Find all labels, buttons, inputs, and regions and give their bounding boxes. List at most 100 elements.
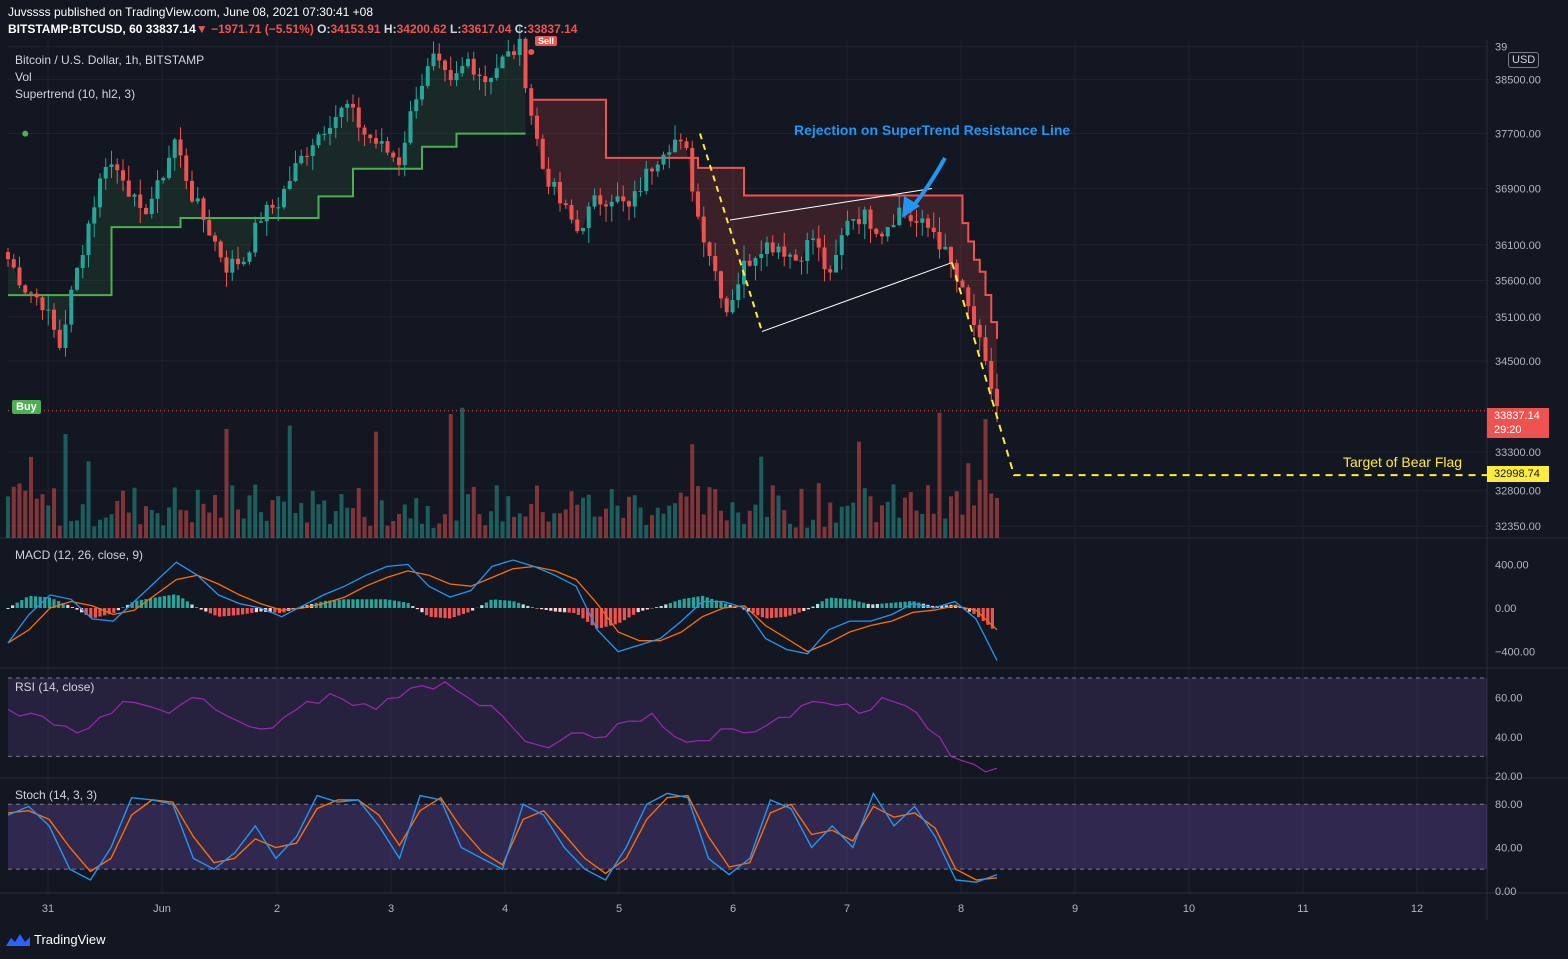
target-price-tag: 32998.74 [1487,466,1549,482]
candle-body [437,53,442,61]
macd-histogram-bar [843,598,847,608]
supertrend-legend[interactable]: Supertrend (10, hl2, 3) [15,87,136,101]
volume-bar [724,520,729,538]
candle-body [805,240,810,261]
stoch-d-line [7,794,998,881]
macd-histogram-bar [80,608,84,613]
volume-bar [259,512,263,538]
macd-histogram-bar [6,608,10,609]
volume-bar [638,507,643,538]
volume-bar [983,419,988,538]
tradingview-brand[interactable]: TradingView [6,932,106,947]
macd-histogram-bar [627,608,631,618]
macd-histogram-bar [259,608,263,612]
macd-histogram-bar [11,605,15,608]
volume-bar [604,508,608,538]
volume-bar [460,407,465,538]
candle-body [63,324,68,348]
candle-body [592,195,597,207]
stoch-tick-label: 40.00 [1495,843,1523,855]
macd-histogram-bar [774,608,778,618]
main-legend[interactable]: Bitcoin / U.S. Dollar, 1h, BITSTAMP [15,53,205,67]
low-label: L: [450,22,462,36]
rsi-legend[interactable]: RSI (14, close) [15,680,95,694]
volume-bar [885,501,890,538]
supertrend-up-fill [8,38,526,348]
candle-body [563,203,568,206]
macd-histogram-bar [461,608,465,614]
flag-upper-line [729,188,933,221]
macd-histogram-bar [199,608,203,610]
macd-histogram-bar [218,608,222,617]
volume-legend[interactable]: Vol [15,70,32,84]
close-value: 33837.14 [527,22,578,36]
volume-bar [109,514,114,538]
macd-histogram-bar [857,601,861,608]
candle-body [793,254,798,261]
supertrend-down-fill [531,99,997,407]
time-tick-label: 2 [274,903,280,915]
candle-body [431,53,436,67]
macd-histogram-bar [963,608,967,610]
candle-body [937,232,942,250]
macd-histogram-bar [126,604,130,608]
candle-body [195,198,200,202]
candle-body [218,241,223,258]
volume-bar [155,513,160,538]
macd-histogram-bar [231,608,235,616]
candle-body [466,58,470,67]
macd-histogram-bar [273,608,277,613]
macd-histogram-bar [724,603,728,608]
volume-bar [264,520,269,538]
macd-histogram-bar [411,606,415,608]
volume-bar [839,506,844,538]
candle-body [29,292,33,294]
candle-body [770,242,775,253]
macd-histogram-bar [135,600,139,608]
candle-body [178,139,183,156]
volume-bar [138,524,143,538]
volume-bar [500,521,505,538]
macd-histogram-bar [710,598,714,608]
volume-bar [851,502,856,538]
macd-histogram-bar [636,608,640,613]
macd-histogram-bar [66,604,70,608]
candle-body [834,254,838,273]
volume-bar [126,512,131,538]
stoch-legend[interactable]: Stoch (14, 3, 3) [15,788,98,802]
price-tick-label: 36100.00 [1495,240,1541,252]
macd-histogram-bar [457,608,461,616]
volume-bar [339,494,344,538]
volume-bar [742,523,746,538]
macd-histogram-bar [61,602,65,608]
candle-body [586,206,591,229]
candle-body [678,139,683,142]
macd-histogram-bar [728,605,732,608]
rsi-tick-label: 60.00 [1495,693,1523,705]
macd-histogram-bar [825,598,829,608]
candle-body [897,207,902,226]
candle-body [552,181,557,187]
candle-body [448,70,453,81]
volume-bar [563,509,568,538]
macd-histogram-bar [84,608,88,616]
candle-body [6,252,10,260]
candle-body [632,191,637,207]
candle-body [69,289,74,325]
volume-bar [402,504,407,538]
candle-body [868,209,873,229]
volume-bar [6,496,10,538]
candle-body [650,168,654,172]
volume-bar [247,495,252,538]
candle-body [322,133,327,135]
target-annotation: Target of Bear Flag [1343,454,1463,470]
time-tick-label: 10 [1183,903,1195,915]
volume-bar [201,503,206,538]
macd-histogram-bar [250,608,254,613]
macd-histogram-bar [369,599,373,608]
macd-histogram-bar [167,595,171,608]
currency-button[interactable]: USD [1508,52,1540,68]
macd-legend[interactable]: MACD (12, 26, close, 9) [15,548,144,562]
sell-signal-dot [528,49,535,55]
